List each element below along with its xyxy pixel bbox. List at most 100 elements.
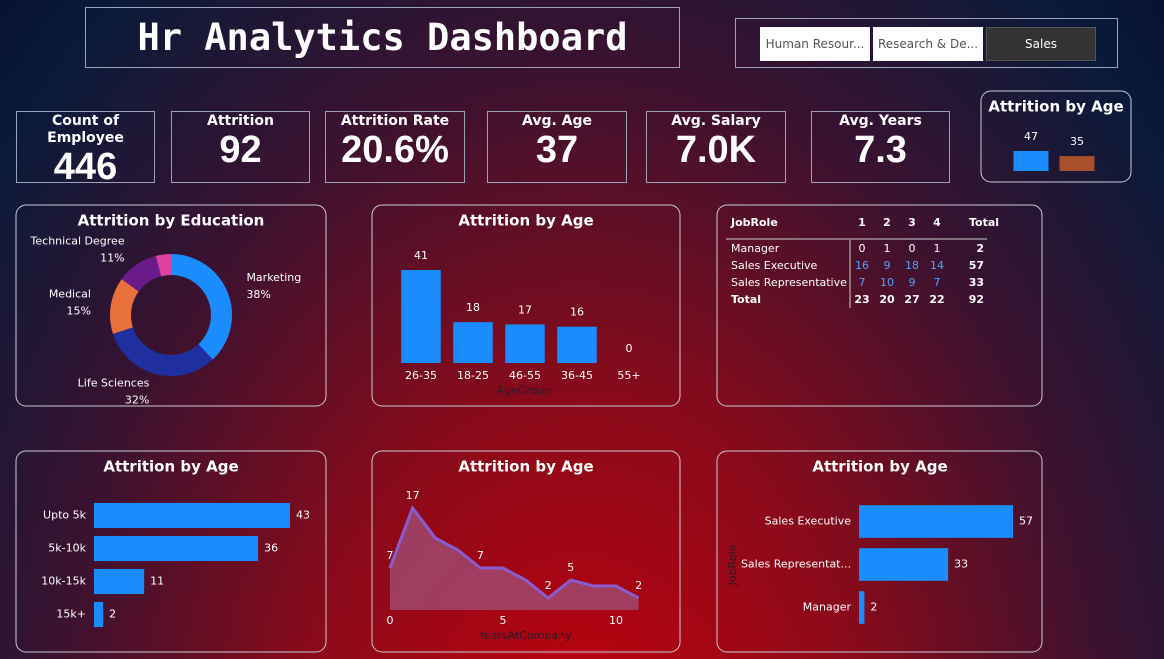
data-label: 57 xyxy=(1019,515,1033,528)
data-label: 43 xyxy=(296,509,310,522)
kpi-card: Avg. Age 37 xyxy=(487,111,627,183)
panel xyxy=(371,450,681,653)
line xyxy=(388,504,640,600)
kpi-card: Avg. Years 7.3 xyxy=(811,111,950,183)
table-cell: 14 xyxy=(930,259,944,272)
data-label: 35 xyxy=(1070,135,1084,148)
table-row-label: Sales Executive xyxy=(731,259,818,272)
bar xyxy=(94,502,290,529)
pie-slice xyxy=(171,254,232,360)
table-cell: 22 xyxy=(929,293,944,306)
panel xyxy=(15,450,327,653)
table-header: 2 xyxy=(883,216,891,229)
table-header: Total xyxy=(969,216,999,229)
bar xyxy=(94,535,259,562)
table-cell: 20 xyxy=(879,293,895,306)
table-cell: 2 xyxy=(976,242,984,255)
data-label: 17 xyxy=(406,489,420,502)
bar xyxy=(557,326,597,363)
y-tick-label: 5k-10k xyxy=(48,542,86,555)
table-cell: 0 xyxy=(909,242,916,255)
table-cell: 7 xyxy=(859,276,866,289)
x-tick-label: 46-55 xyxy=(509,369,541,382)
y-tick-label: Sales Representat... xyxy=(741,558,851,571)
x-axis-label: AgeGroup xyxy=(497,384,552,397)
pie-slice xyxy=(109,279,139,334)
slice-label: Medical xyxy=(49,288,91,301)
x-tick-label: 0 xyxy=(387,614,394,627)
table-header: 1 xyxy=(858,216,866,229)
y-tick-label: Upto 5k xyxy=(43,509,87,522)
data-label: 7 xyxy=(477,549,484,562)
bar xyxy=(94,601,104,628)
slice-label: Life Sciences xyxy=(78,377,150,390)
data-label: 47 xyxy=(1024,130,1038,143)
y-tick-label: 15k+ xyxy=(56,608,86,621)
table-cell: 1 xyxy=(934,242,941,255)
data-label: 0 xyxy=(626,342,633,355)
data-label: 33 xyxy=(954,558,968,571)
slicer-button[interactable]: Human Resour... xyxy=(760,27,870,61)
table-cell: 57 xyxy=(969,259,984,272)
table-cell: 27 xyxy=(904,293,919,306)
slice-value: 38% xyxy=(246,288,270,301)
slice-value: 15% xyxy=(67,305,91,318)
bar xyxy=(94,568,145,595)
slice-label: Marketing xyxy=(246,271,301,284)
x-tick-label: 5 xyxy=(500,614,507,627)
dashboard-title: Hr Analytics Dashboard xyxy=(85,7,680,68)
slicer: Human Resour... Research & De... Sales xyxy=(735,18,1118,68)
bar xyxy=(505,324,545,363)
data-label: 11 xyxy=(150,575,164,588)
table-cell: 10 xyxy=(880,276,894,289)
x-tick-label: 36-45 xyxy=(561,369,593,382)
kpi-value: 446 xyxy=(53,146,118,183)
chart-title: Attrition by Age xyxy=(458,458,593,476)
chart-title: Attrition by Age xyxy=(103,458,238,476)
kpi-label: Avg. Salary xyxy=(671,113,761,129)
chart-title: Attrition by Age xyxy=(812,458,947,476)
table-cell: 1 xyxy=(884,242,891,255)
kpi-card: Attrition Rate 20.6% xyxy=(325,111,465,183)
data-label: 2 xyxy=(109,608,116,621)
table-cell: 9 xyxy=(884,259,891,272)
bar xyxy=(859,505,1013,538)
panel xyxy=(980,90,1132,183)
slicer-button[interactable]: Sales xyxy=(986,27,1096,61)
slicer-button[interactable]: Research & De... xyxy=(873,27,983,61)
table-row-label: Manager xyxy=(731,242,780,255)
data-label: 17 xyxy=(518,303,532,316)
kpi-value: 20.6% xyxy=(341,129,449,171)
chart-title: Attrition by Age xyxy=(458,212,593,230)
data-label: 7 xyxy=(387,549,394,562)
table-cell: 33 xyxy=(969,276,984,289)
data-label: 36 xyxy=(264,542,278,555)
kpi-label: Attrition Rate xyxy=(340,113,450,129)
kpi-label: Avg. Years xyxy=(839,113,922,129)
kpi-value: 7.3 xyxy=(854,129,907,171)
kpi-value: 7.0K xyxy=(675,129,757,171)
table-cell: 92 xyxy=(969,293,984,306)
y-tick-label: Sales Executive xyxy=(765,515,852,528)
table-cell: 18 xyxy=(905,259,919,272)
table-row-label: Sales Representative xyxy=(731,276,847,289)
kpi-card: Count of Employee 446 xyxy=(16,111,155,183)
kpi-value: 92 xyxy=(219,129,262,171)
data-label: 18 xyxy=(466,301,480,314)
kpi-label: Count of Employee xyxy=(47,113,124,146)
slice-value: 11% xyxy=(100,252,124,265)
panel xyxy=(716,450,1043,653)
y-axis-label: SalarySlab xyxy=(23,536,36,594)
kpi-value: 37 xyxy=(535,129,579,171)
slice-value: 32% xyxy=(125,394,149,407)
data-label: 5 xyxy=(567,561,574,574)
bar xyxy=(453,322,493,363)
bar xyxy=(859,591,865,624)
data-label: 2 xyxy=(870,601,877,614)
data-label: 2 xyxy=(545,579,552,592)
kpi-label: Avg. Age xyxy=(521,113,593,129)
bar xyxy=(1013,151,1049,171)
table-cell: 0 xyxy=(859,242,866,255)
